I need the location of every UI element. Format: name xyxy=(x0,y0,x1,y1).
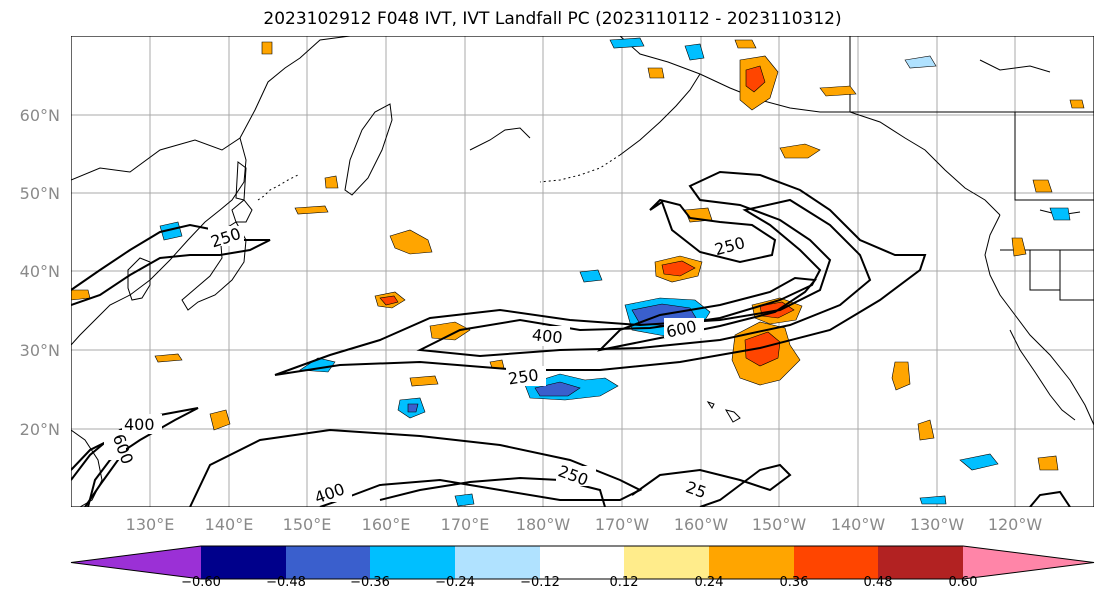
contour-250-south xyxy=(379,476,606,507)
positive-patch xyxy=(429,321,471,341)
contour-250-japan xyxy=(71,223,271,306)
colorbar-bin xyxy=(201,546,286,579)
negative-patch xyxy=(454,493,475,507)
negative-patch xyxy=(407,403,419,413)
positive-patch xyxy=(819,85,857,97)
negative-patch xyxy=(159,221,183,241)
map-title: 2023102912 F048 IVT, IVT Landfall PC (20… xyxy=(263,9,842,29)
latitude-label: 40°N xyxy=(20,262,60,281)
negative-patch xyxy=(904,55,937,69)
contour-250-outer xyxy=(274,170,927,376)
positive-patch xyxy=(779,143,821,159)
positive-patch xyxy=(154,353,183,363)
positive-patch xyxy=(1037,455,1059,471)
latitude-label: 30°N xyxy=(20,341,60,360)
colorbar-tick-label: 0.48 xyxy=(864,575,893,590)
positive-patch xyxy=(745,65,766,93)
latitude-label: 50°N xyxy=(20,184,60,203)
positive-patch xyxy=(744,331,781,367)
contour-400 xyxy=(416,198,872,358)
positive-patch xyxy=(261,41,273,55)
colorbar-bin xyxy=(624,546,709,579)
contour-se-loop xyxy=(1029,490,1071,507)
ivt-contours xyxy=(71,170,1071,507)
latitude-axis: 60°N 50°N 40°N 30°N 20°N xyxy=(20,106,60,439)
negative-patch xyxy=(609,37,645,49)
colorbar-bin xyxy=(370,546,455,579)
colorbar-bin xyxy=(540,546,624,579)
colorbar xyxy=(70,545,1095,580)
longitude-label: 180°W xyxy=(516,515,571,534)
longitude-label: 140°W xyxy=(831,515,886,534)
longitude-label: 160°W xyxy=(674,515,729,534)
positive-patch xyxy=(324,175,339,189)
longitude-label: 130°E xyxy=(126,515,175,534)
longitude-label: 130°W xyxy=(910,515,965,534)
positive-patch xyxy=(1011,237,1027,257)
positive-patch xyxy=(294,205,329,215)
colorbar-bin xyxy=(794,546,878,579)
contour-600 xyxy=(596,276,817,352)
longitude-label: 120°W xyxy=(988,515,1043,534)
positive-patch xyxy=(917,419,935,441)
longitude-label: 150°E xyxy=(283,515,332,534)
colorbar-bin xyxy=(455,546,540,579)
positive-patch xyxy=(409,375,439,387)
contour-label: 400 xyxy=(531,325,563,347)
colorbar-tick-label: 0.12 xyxy=(610,575,639,590)
longitude-axis: 130°E 140°E 150°E 160°E 170°E 180°W 170°… xyxy=(126,515,1043,534)
colorbar-tick-label: −0.24 xyxy=(435,575,475,590)
contour-25-south xyxy=(631,463,792,507)
latitude-label: 20°N xyxy=(20,420,60,439)
positive-patch xyxy=(209,409,231,431)
colorbar-tick-label: 0.24 xyxy=(695,575,724,590)
colorbar-extend-high xyxy=(963,546,1094,579)
colorbar-bin xyxy=(286,546,370,579)
negative-patch xyxy=(534,381,581,397)
positive-patch xyxy=(661,260,696,277)
colorbar-bin xyxy=(878,546,963,579)
positive-patch xyxy=(891,361,911,391)
colorbar-ticks: −0.60 −0.48 −0.36 −0.24 −0.12 0.12 0.24 … xyxy=(181,575,977,590)
colorbar-extend-low xyxy=(71,546,201,579)
colorbar-tick-label: −0.12 xyxy=(520,575,560,590)
positive-patch xyxy=(734,39,757,49)
colorbar-tick-label: −0.36 xyxy=(350,575,390,590)
positive-patch xyxy=(389,229,433,255)
longitude-label: 160°E xyxy=(362,515,411,534)
colorbar-outline xyxy=(70,545,1095,580)
negative-patch xyxy=(684,43,705,61)
negative-patch xyxy=(959,453,999,471)
colorbar-bin xyxy=(709,546,794,579)
ivt-anomaly-patches xyxy=(71,37,1085,507)
contour-label: 250 xyxy=(507,365,540,388)
contour-400-south xyxy=(189,428,643,507)
longitude-label: 140°E xyxy=(205,515,254,534)
longitude-label: 170°E xyxy=(441,515,490,534)
positive-patch xyxy=(379,295,399,306)
contour-label: 400 xyxy=(124,415,155,434)
contour-250-north xyxy=(649,198,777,264)
colorbar-tick-label: −0.60 xyxy=(181,575,221,590)
colorbar-tick-label: 0.36 xyxy=(780,575,809,590)
contour-label-group: 250 250 400 600 250 400 600 400 250 25 xyxy=(104,224,752,507)
positive-patch xyxy=(1069,99,1085,109)
positive-patch xyxy=(647,67,665,79)
negative-patch xyxy=(579,269,603,283)
longitude-label: 150°W xyxy=(752,515,807,534)
colorbar-tick-label: −0.48 xyxy=(266,575,306,590)
latitude-label: 60°N xyxy=(20,106,60,125)
longitude-label: 170°W xyxy=(595,515,650,534)
negative-patch xyxy=(1049,207,1071,221)
negative-patch xyxy=(919,495,947,505)
positive-patch xyxy=(1032,179,1053,193)
colorbar-tick-label: 0.60 xyxy=(949,575,978,590)
map-panel: 250 250 400 600 250 400 600 400 250 25 xyxy=(71,36,1094,507)
